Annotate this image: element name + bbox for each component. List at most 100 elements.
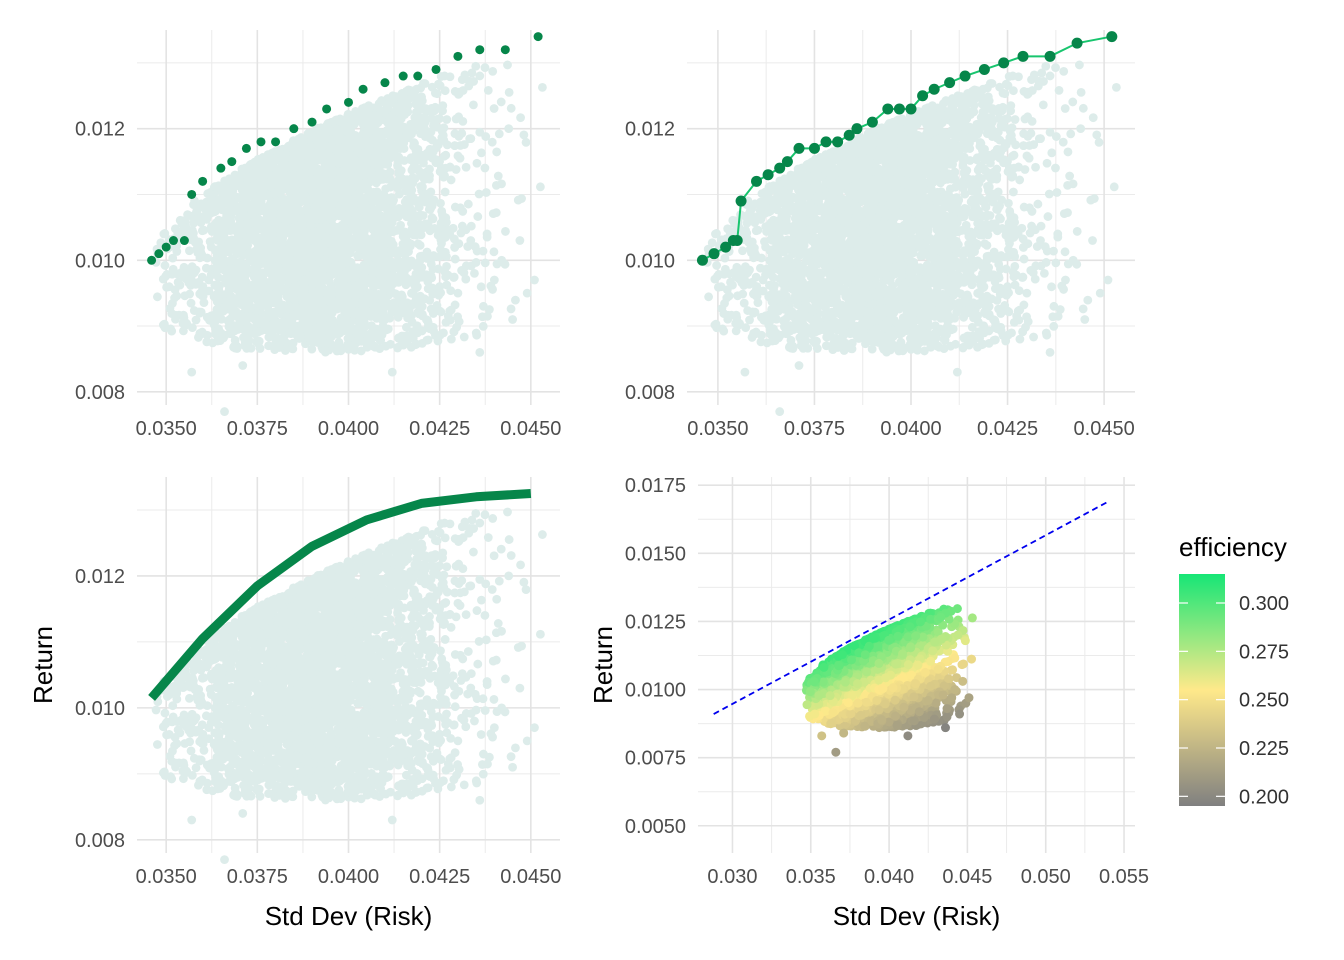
portfolio-point xyxy=(435,282,445,291)
portfolio-point xyxy=(270,241,280,251)
portfolio-point xyxy=(292,212,301,222)
portfolio-point xyxy=(255,314,265,324)
portfolio-point xyxy=(321,295,331,305)
portfolio-point xyxy=(288,312,298,322)
frontier-point xyxy=(271,137,281,147)
portfolio-point xyxy=(402,229,412,239)
portfolio-point xyxy=(224,208,233,218)
portfolio-point xyxy=(266,330,276,340)
portfolio-point xyxy=(459,268,469,278)
portfolio-point xyxy=(374,191,384,201)
portfolio-point xyxy=(463,242,473,251)
portfolio-point xyxy=(506,304,516,314)
portfolio-point xyxy=(471,258,481,267)
portfolio-point xyxy=(439,328,448,338)
portfolio-point xyxy=(392,104,402,114)
portfolio-point xyxy=(396,220,406,230)
portfolio-point xyxy=(197,329,206,339)
portfolio-point xyxy=(362,342,372,352)
portfolio-point xyxy=(213,195,223,205)
portfolio-point xyxy=(491,208,501,217)
x-tick-label: 0.0425 xyxy=(409,418,470,440)
portfolio-point xyxy=(274,197,284,207)
portfolio-point xyxy=(222,187,231,197)
portfolio-point xyxy=(224,285,234,295)
portfolio-point xyxy=(363,274,373,284)
portfolio-point xyxy=(497,179,506,189)
portfolio-point xyxy=(475,127,485,137)
portfolio-point xyxy=(519,130,529,140)
portfolio-point xyxy=(476,282,486,292)
portfolio-point xyxy=(329,253,339,263)
portfolio-point xyxy=(239,269,249,279)
portfolio-point xyxy=(353,180,363,190)
portfolio-point xyxy=(442,140,452,150)
portfolio-point xyxy=(479,301,488,311)
portfolio-point xyxy=(450,243,460,252)
portfolio-point xyxy=(347,115,357,125)
portfolio-point xyxy=(367,217,377,227)
portfolio-point xyxy=(401,273,411,283)
portfolio-point xyxy=(205,315,214,325)
portfolio-point xyxy=(238,361,248,370)
frontier-point xyxy=(198,176,208,186)
portfolio-point xyxy=(414,309,424,319)
portfolio-point xyxy=(303,332,313,342)
portfolio-point xyxy=(361,262,371,272)
frontier-point xyxy=(500,45,510,55)
portfolio-point xyxy=(436,198,445,208)
portfolio-point xyxy=(216,255,226,265)
portfolio-point xyxy=(409,141,418,151)
portfolio-point xyxy=(276,149,286,159)
portfolio-point xyxy=(364,115,374,125)
portfolio-point xyxy=(361,306,371,316)
portfolio-point xyxy=(430,102,440,112)
portfolio-point xyxy=(461,162,471,172)
portfolio-point xyxy=(220,407,229,416)
portfolio-point xyxy=(192,202,202,212)
portfolio-point xyxy=(403,310,413,319)
portfolio-point xyxy=(299,244,309,254)
portfolio-point xyxy=(425,164,434,174)
portfolio-point xyxy=(387,367,397,377)
portfolio-point xyxy=(511,295,520,305)
portfolio-point xyxy=(401,322,411,332)
portfolio-point xyxy=(326,202,336,212)
portfolio-point xyxy=(478,321,488,331)
portfolio-point xyxy=(497,255,507,265)
frontier-point xyxy=(358,84,368,94)
frontier-point xyxy=(307,117,317,127)
portfolio-point xyxy=(160,261,170,270)
portfolio-point xyxy=(416,181,426,191)
portfolio-point xyxy=(420,105,430,115)
portfolio-point xyxy=(471,61,481,71)
portfolio-point xyxy=(318,152,327,162)
frontier-point xyxy=(154,249,164,259)
frontier-point xyxy=(413,71,423,81)
portfolio-point xyxy=(425,323,435,333)
portfolio-point xyxy=(231,235,241,245)
portfolio-point xyxy=(412,322,422,331)
portfolio-point xyxy=(385,274,395,283)
portfolio-point xyxy=(503,60,512,70)
portfolio-point xyxy=(340,302,350,312)
portfolio-point xyxy=(412,152,422,162)
portfolio-point xyxy=(428,264,438,274)
portfolio-point xyxy=(265,282,274,292)
portfolio-point xyxy=(383,324,393,334)
portfolio-point xyxy=(299,285,308,295)
portfolio-point xyxy=(347,221,357,230)
portfolio-point xyxy=(361,252,371,262)
frontier-point xyxy=(241,143,251,153)
portfolio-point xyxy=(439,123,449,133)
portfolio-point xyxy=(466,134,476,143)
portfolio-point xyxy=(168,264,178,274)
portfolio-point xyxy=(326,270,336,280)
portfolio-point xyxy=(253,154,263,164)
portfolio-point xyxy=(353,251,363,261)
portfolio-point xyxy=(436,235,446,244)
portfolio-point xyxy=(235,219,245,229)
portfolio-point xyxy=(290,295,299,304)
portfolio-point xyxy=(198,282,208,291)
portfolio-point xyxy=(361,177,371,187)
